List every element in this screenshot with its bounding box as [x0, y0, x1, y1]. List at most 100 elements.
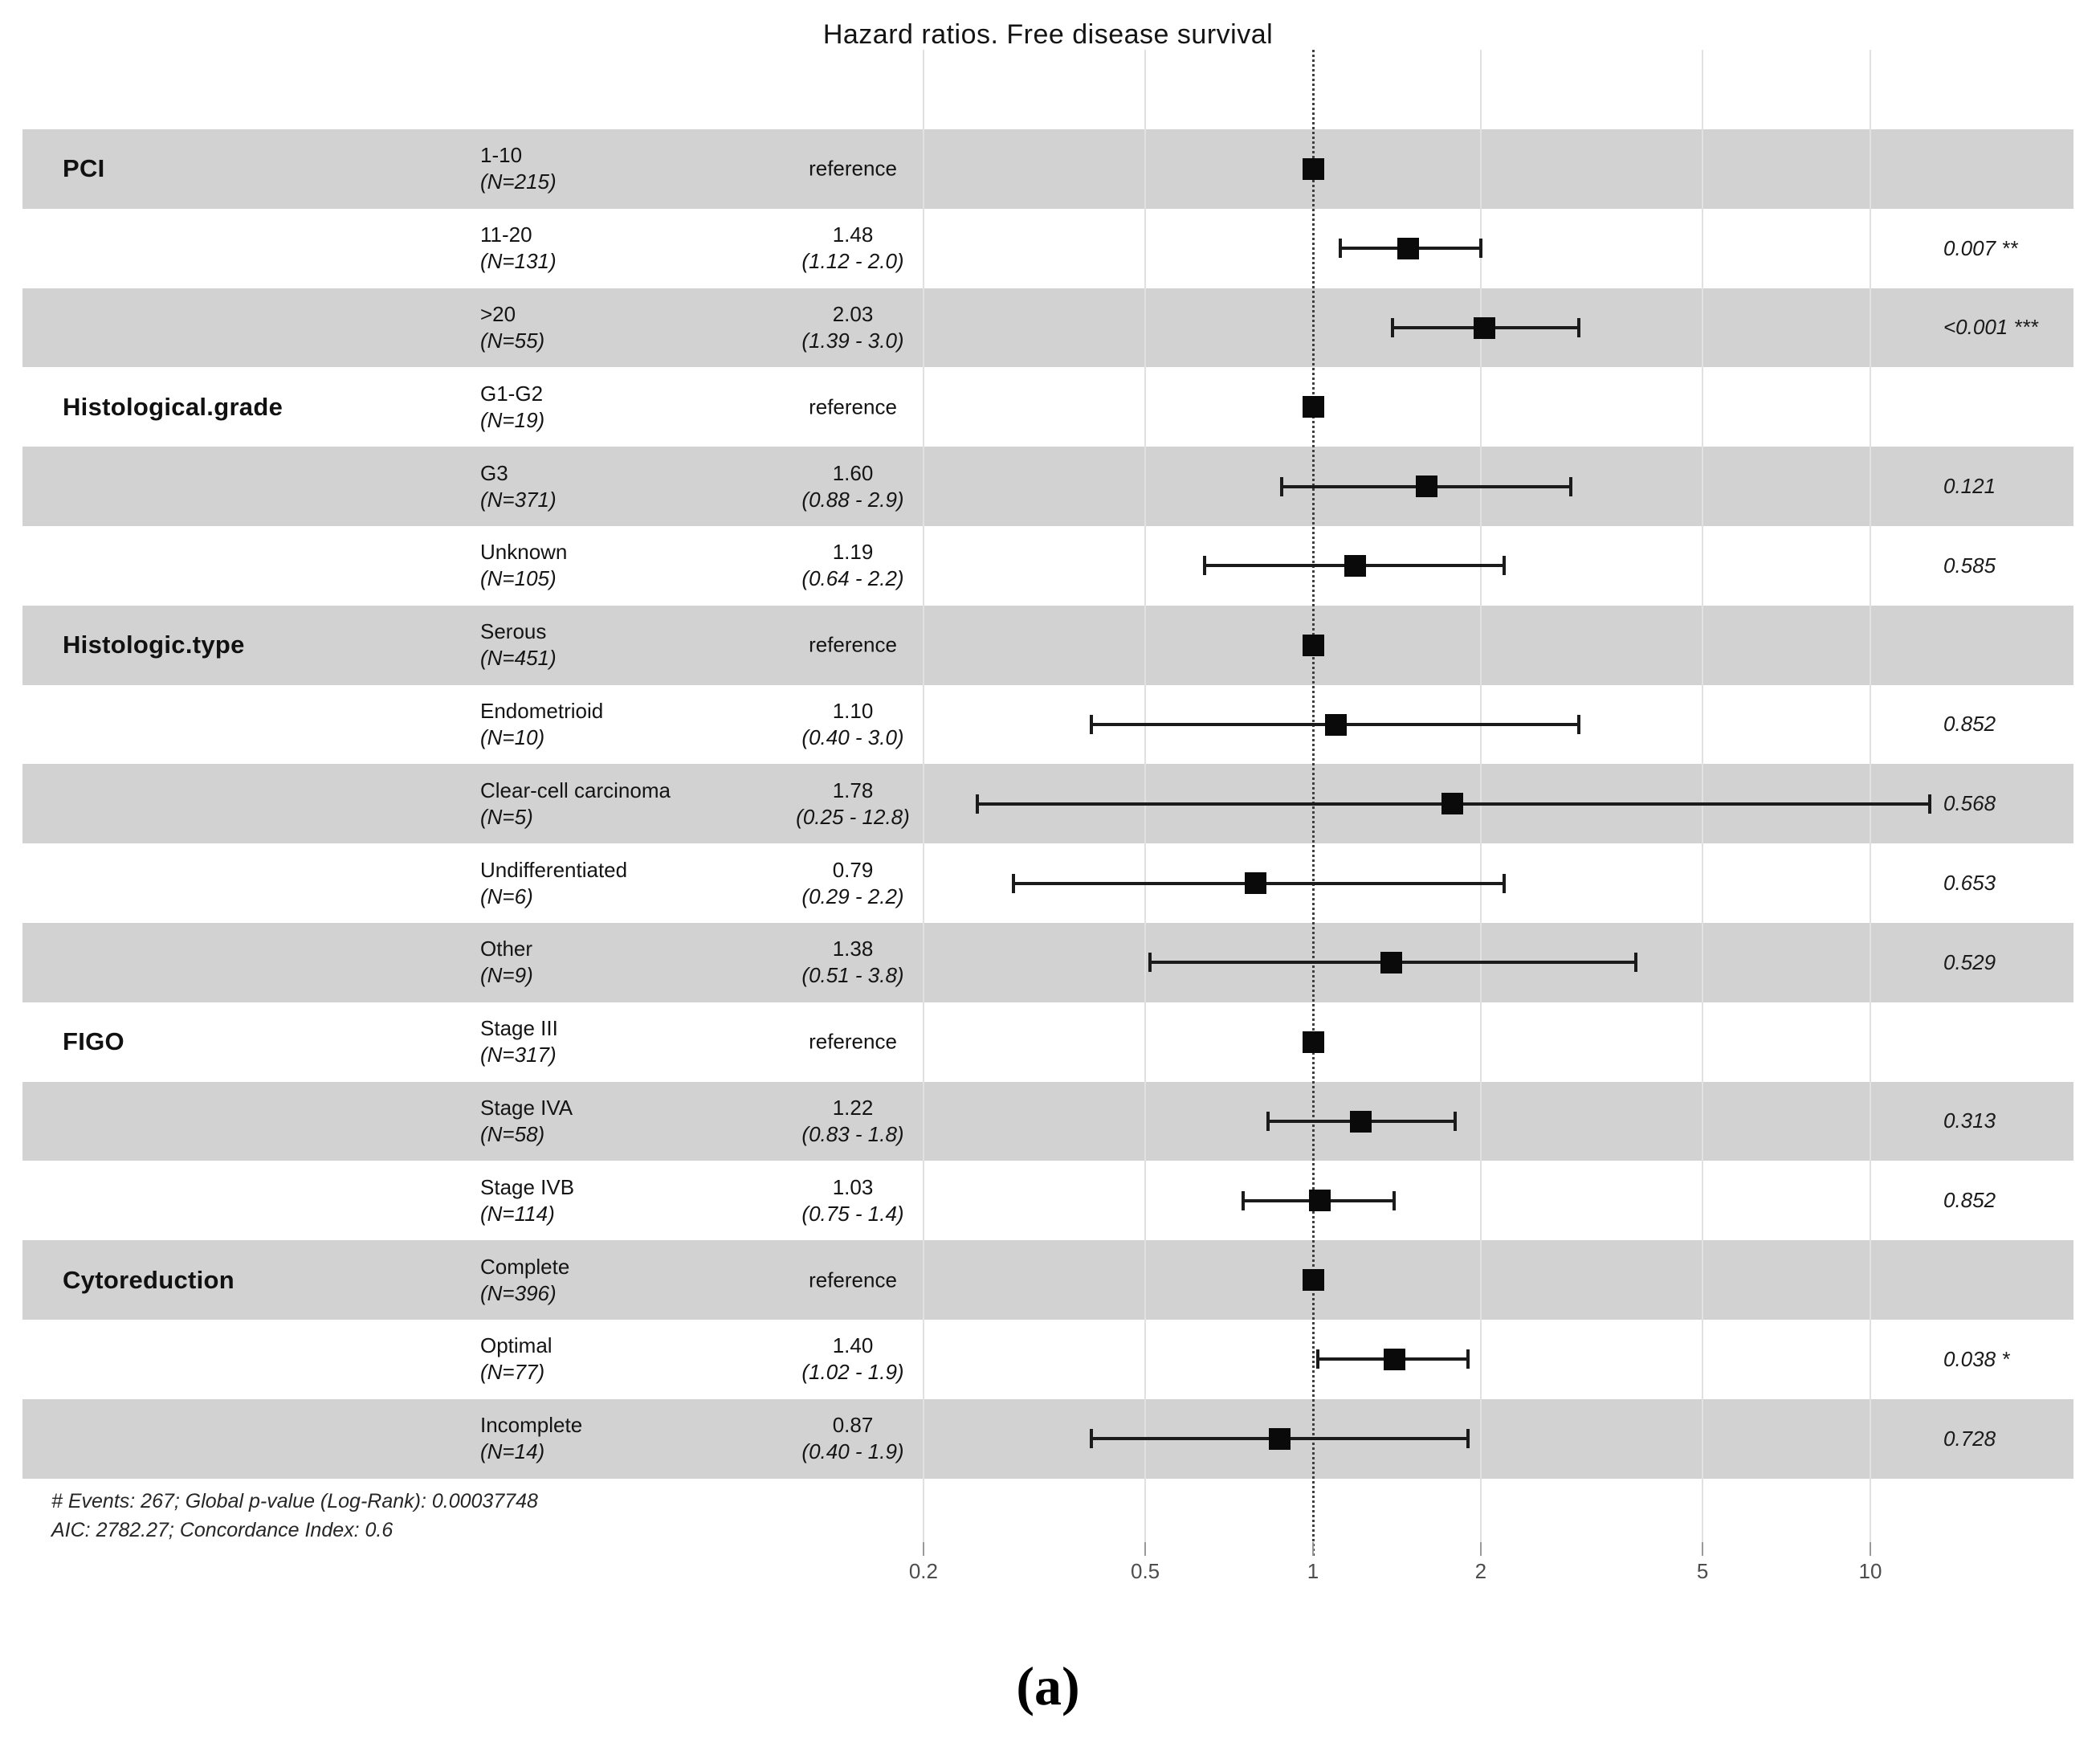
- level-block: Unknown (N=105): [480, 539, 567, 592]
- level-label: G3: [480, 460, 508, 485]
- events-global-pvalue-line: # Events: 267; Global p-value (Log-Rank)…: [51, 1490, 538, 1512]
- hr-marker: [1302, 634, 1324, 656]
- sample-size-label: (N=396): [480, 1280, 557, 1305]
- ci-cap-high: [1577, 715, 1581, 734]
- ci-cap-low: [1391, 318, 1395, 337]
- hr-marker: [1302, 396, 1324, 418]
- level-label: G1-G2: [480, 381, 544, 406]
- variable-group-label: Histologic.type: [63, 631, 245, 659]
- level-label: Stage IVB: [480, 1174, 575, 1199]
- hazard-ratio-value: 1.60: [832, 460, 874, 485]
- x-axis-tick-label: 10: [1858, 1559, 1882, 1583]
- estimate-block: 2.03 (1.39 - 3.0): [700, 301, 1005, 354]
- ci-cap-low: [1089, 715, 1093, 734]
- confidence-interval-label: (0.40 - 1.9): [801, 1439, 904, 1464]
- estimate-block: reference: [700, 394, 1005, 420]
- level-label: Unknown: [480, 540, 568, 565]
- p-value-label: 0.007 **: [1943, 235, 2018, 260]
- forest-row: 11-20 (N=131) 1.48 (1.12 - 2.0) 0.007 **: [22, 209, 2073, 288]
- hr-marker: [1350, 1110, 1372, 1133]
- sample-size-label: (N=371): [480, 487, 557, 512]
- forest-row: >20 (N=55) 2.03 (1.39 - 3.0) <0.001 ***: [22, 288, 2073, 368]
- estimate-block: 0.79 (0.29 - 2.2): [700, 857, 1005, 910]
- level-label: Complete: [480, 1254, 570, 1279]
- forest-row: Incomplete (N=14) 0.87 (0.40 - 1.9) 0.72…: [22, 1398, 2073, 1479]
- forest-row: PCI 1-10 (N=215) reference: [22, 129, 2073, 209]
- level-label: >20: [480, 301, 516, 326]
- hazard-ratio-value: 1.38: [832, 937, 874, 961]
- sample-size-label: (N=9): [480, 963, 533, 988]
- forest-row: Optimal (N=77) 1.40 (1.02 - 1.9) 0.038 *: [22, 1320, 2073, 1399]
- confidence-interval-label: (0.64 - 2.2): [801, 566, 904, 591]
- confidence-interval-label: (1.39 - 3.0): [801, 328, 904, 353]
- level-block: G3 (N=371): [480, 460, 557, 513]
- level-block: Other (N=9): [480, 936, 533, 989]
- confidence-interval-label: (0.88 - 2.9): [801, 487, 904, 512]
- ci-cap-low: [1339, 239, 1343, 259]
- level-label: Clear-cell carcinoma: [480, 778, 671, 802]
- estimate-block: 1.78 (0.25 - 12.8): [700, 778, 1005, 831]
- confidence-interval-label: (0.51 - 3.8): [801, 963, 904, 988]
- hazard-ratio-value: reference: [809, 1267, 897, 1292]
- sample-size-label: (N=6): [480, 884, 533, 908]
- variable-group-label: PCI: [63, 154, 105, 183]
- forest-row: Histological.grade G1-G2 (N=19) referenc…: [22, 367, 2073, 447]
- p-value-label: 0.728: [1943, 1426, 1996, 1451]
- hr-marker: [1416, 476, 1438, 498]
- p-value-label: 0.653: [1943, 871, 1996, 896]
- x-axis-tick: [1312, 1542, 1314, 1556]
- ci-cap-low: [1203, 556, 1207, 576]
- ci-cap-high: [1502, 873, 1506, 893]
- x-axis-tick: [1870, 1542, 1871, 1556]
- hr-marker: [1302, 1269, 1324, 1292]
- ci-cap-low: [1266, 1112, 1270, 1131]
- forest-row: Other (N=9) 1.38 (0.51 - 3.8) 0.529: [22, 923, 2073, 1002]
- x-axis-tick: [1702, 1542, 1704, 1556]
- sample-size-label: (N=5): [480, 804, 533, 829]
- level-block: Undifferentiated (N=6): [480, 857, 627, 910]
- hr-marker: [1245, 872, 1267, 895]
- p-value-label: 0.313: [1943, 1108, 1996, 1133]
- variable-group-label: FIGO: [63, 1027, 124, 1056]
- hazard-ratio-value: reference: [809, 156, 897, 181]
- hazard-ratio-value: 1.48: [832, 222, 874, 247]
- level-label: Endometrioid: [480, 698, 604, 723]
- hr-marker: [1268, 1427, 1291, 1450]
- level-block: G1-G2 (N=19): [480, 381, 544, 434]
- x-gridline: [1702, 50, 1704, 1542]
- estimate-block: 1.40 (1.02 - 1.9): [700, 1333, 1005, 1386]
- ci-cap-high: [1928, 794, 1932, 814]
- level-block: Incomplete (N=14): [480, 1412, 582, 1465]
- ci-cap-high: [1393, 1190, 1397, 1210]
- level-block: Stage IVB (N=114): [480, 1174, 574, 1227]
- level-label: 1-10: [480, 143, 523, 168]
- estimate-block: 1.19 (0.64 - 2.2): [700, 539, 1005, 592]
- x-gridline: [1479, 50, 1482, 1542]
- ci-cap-low: [1011, 873, 1015, 893]
- x-axis-tick-label: 0.2: [908, 1559, 938, 1583]
- x-axis-tick-label: 5: [1696, 1559, 1709, 1583]
- sample-size-label: (N=131): [480, 249, 557, 274]
- variable-group-label: Cytoreduction: [63, 1265, 235, 1294]
- estimate-block: 1.10 (0.40 - 3.0): [700, 698, 1005, 751]
- level-block: Clear-cell carcinoma (N=5): [480, 778, 671, 831]
- sample-size-label: (N=114): [480, 1201, 555, 1226]
- ci-cap-high: [1466, 1429, 1470, 1449]
- p-value-label: <0.001 ***: [1943, 315, 2038, 340]
- hr-marker: [1302, 1031, 1324, 1053]
- ci-cap-high: [1502, 556, 1506, 576]
- variable-group-label: Histological.grade: [63, 392, 283, 421]
- ci-cap-low: [1089, 1429, 1093, 1449]
- p-value-label: 0.852: [1943, 712, 1996, 737]
- hr-marker: [1441, 793, 1464, 815]
- p-value-label: 0.529: [1943, 949, 1996, 974]
- forest-row: G3 (N=371) 1.60 (0.88 - 2.9) 0.121: [22, 447, 2073, 526]
- x-gridline: [1870, 50, 1871, 1542]
- estimate-block: reference: [700, 1267, 1005, 1293]
- x-axis-tick: [1479, 1542, 1482, 1556]
- forest-row: Unknown (N=105) 1.19 (0.64 - 2.2) 0.585: [22, 526, 2073, 606]
- ci-cap-low: [1280, 476, 1284, 496]
- estimate-block: 1.38 (0.51 - 3.8): [700, 936, 1005, 989]
- hr-marker: [1344, 554, 1366, 577]
